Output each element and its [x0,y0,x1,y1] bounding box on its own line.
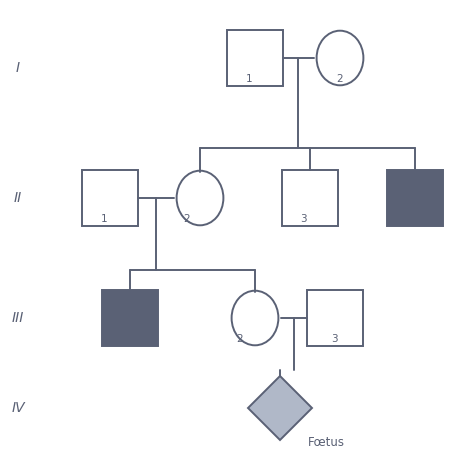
Text: 2: 2 [183,214,190,224]
Bar [82,170,138,226]
Text: 1: 1 [100,214,107,224]
Text: II: II [14,191,22,205]
Text: 3: 3 [301,214,307,224]
Text: Fœtus: Fœtus [308,436,345,449]
Bar [387,170,443,226]
Text: I: I [16,61,20,75]
Text: III: III [12,311,24,325]
Text: 2: 2 [337,74,343,84]
Polygon shape [248,376,312,440]
Text: 4: 4 [405,214,412,224]
Ellipse shape [177,171,223,225]
Text: 1: 1 [246,74,252,84]
Bar [102,290,158,346]
Text: 1: 1 [120,334,127,344]
Bar [282,170,338,226]
Text: 2: 2 [237,334,243,344]
Bar [307,290,363,346]
Ellipse shape [317,31,364,85]
Text: IV: IV [11,401,25,415]
Bar [227,30,283,86]
Text: 3: 3 [331,334,338,344]
Ellipse shape [232,291,278,345]
